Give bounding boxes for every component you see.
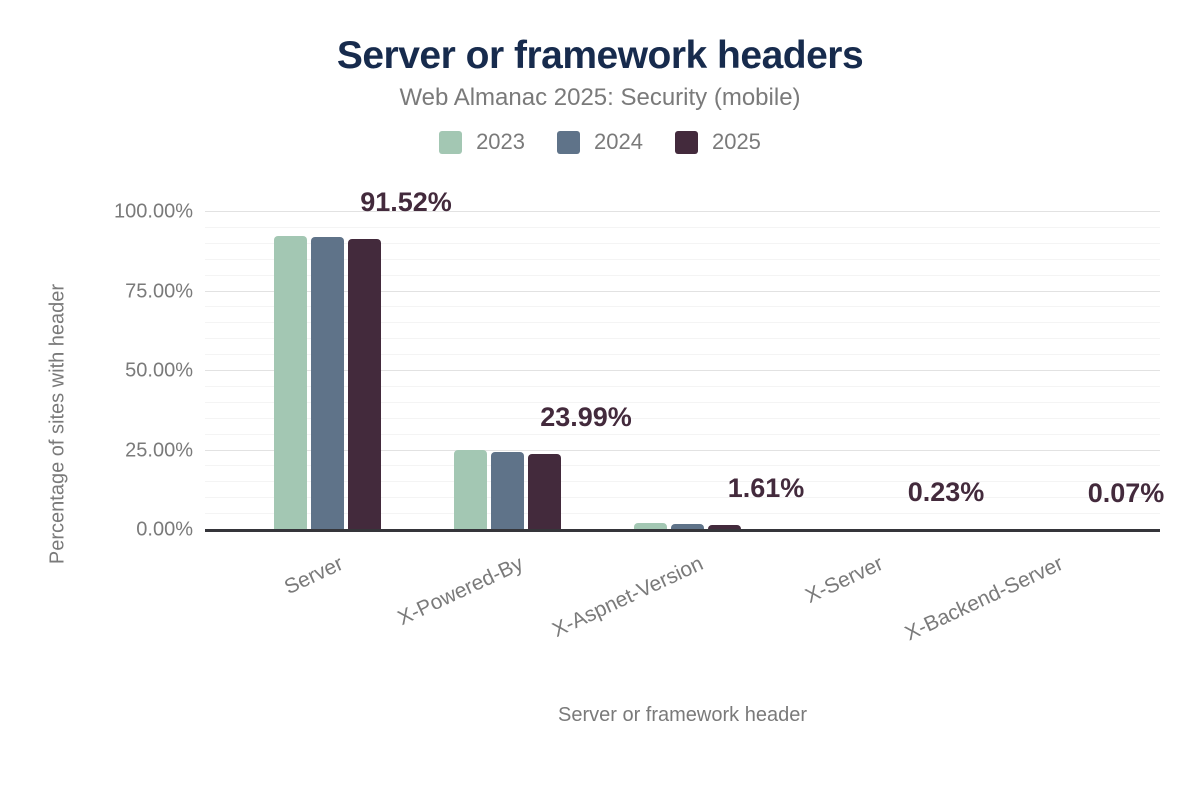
bar-2023-Server	[273, 235, 307, 530]
chart-subtitle: Web Almanac 2025: Security (mobile)	[399, 84, 801, 111]
bar-2023-X-Powered-By	[453, 449, 487, 530]
gridline-20	[205, 465, 1160, 467]
bar-2023-X-Aspnet-Version	[633, 523, 667, 530]
legend-item-2024: 2024	[557, 129, 643, 155]
data-label-X-Backend-Server: 0.07%	[1087, 477, 1165, 508]
gridline-45	[205, 385, 1160, 387]
y-tick-25.00%: 25.00%	[125, 439, 193, 461]
legend: 2023 2024 2025	[0, 129, 1200, 155]
x-axis-line	[205, 528, 1160, 532]
bar-2025-X-Aspnet-Version	[707, 524, 741, 530]
y-tick-0.00%: 0.00%	[136, 518, 193, 541]
y-tick-75.00%: 75.00%	[125, 280, 193, 302]
data-label-X-Powered-By: 23.99%	[540, 401, 632, 432]
gridline-60	[205, 338, 1160, 340]
chart-title: Server or framework headers	[336, 34, 864, 77]
legend-label-2024: 2024	[594, 129, 643, 154]
plot-area	[205, 211, 1160, 532]
bar-2024-Server	[310, 237, 344, 530]
legend-swatch-2024	[557, 130, 581, 154]
legend-item-2025: 2025	[674, 129, 761, 155]
data-label-X-Aspnet-Version: 1.61%	[727, 472, 805, 503]
gridline-90	[205, 242, 1160, 244]
gridline-80	[205, 274, 1160, 276]
legend-label-2023: 2023	[476, 129, 526, 154]
data-label-X-Server: 0.23%	[907, 477, 985, 508]
y-tick-100.00%: 100.00%	[114, 200, 193, 223]
gridline-40	[205, 401, 1160, 403]
gridline-30	[205, 433, 1160, 435]
bar-2025-Server	[347, 238, 381, 530]
gridline-70	[205, 306, 1160, 308]
data-label-Server: 91.52%	[360, 186, 452, 217]
gridline-15	[205, 481, 1160, 483]
gridline-50	[205, 370, 1160, 371]
y-tick-50.00%: 50.00%	[125, 359, 193, 382]
bar-2025-X-Powered-By	[527, 453, 561, 530]
legend-swatch-2025	[674, 130, 698, 154]
gridline-35	[205, 417, 1160, 419]
legend-item-2023: 2023	[439, 129, 525, 155]
x-axis-title: Server or framework header	[558, 704, 807, 726]
legend-label-2025: 2025	[711, 129, 761, 154]
gridline-75	[205, 290, 1160, 292]
bar-2024-X-Powered-By	[490, 451, 524, 530]
gridline-55	[205, 354, 1160, 356]
bar-2024-X-Aspnet-Version	[670, 524, 704, 530]
gridline-85	[205, 258, 1160, 260]
gridline-10	[205, 497, 1160, 499]
gridline-65	[205, 322, 1160, 324]
gridline-25	[205, 449, 1160, 451]
gridline-5	[205, 513, 1160, 515]
legend-swatch-2023	[439, 130, 463, 154]
gridline-95	[205, 226, 1160, 228]
gridline-100	[205, 211, 1160, 212]
